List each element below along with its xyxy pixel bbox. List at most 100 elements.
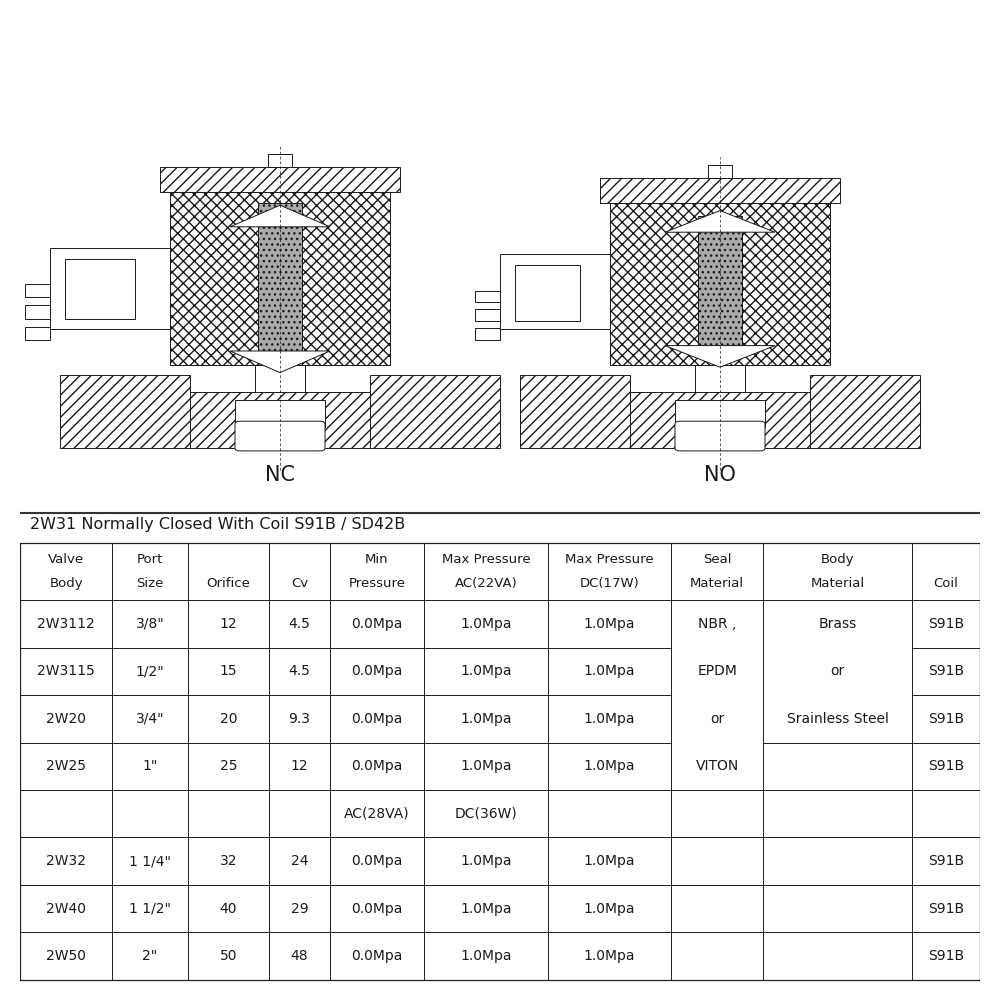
Bar — [255, 364, 305, 391]
Bar — [810, 375, 920, 448]
Bar — [330, 648, 424, 695]
Bar — [112, 600, 188, 648]
Text: S91B: S91B — [928, 902, 964, 916]
Text: Srainless Steel: Srainless Steel — [787, 712, 889, 726]
Bar — [424, 932, 548, 980]
Text: 0.0Mpa: 0.0Mpa — [351, 902, 403, 916]
Bar — [610, 202, 830, 364]
Text: 1": 1" — [142, 759, 158, 773]
Text: Valve: Valve — [48, 553, 84, 566]
Bar — [60, 402, 145, 432]
Bar — [330, 837, 424, 885]
Bar — [330, 885, 424, 932]
Bar — [20, 600, 112, 648]
Text: Pressure: Pressure — [348, 577, 405, 590]
Text: Min: Min — [365, 553, 389, 566]
Text: Cv: Cv — [291, 577, 308, 590]
Bar — [912, 648, 980, 695]
Bar — [548, 695, 671, 742]
Text: 1.0Mpa: 1.0Mpa — [584, 902, 635, 916]
Text: 1.0Mpa: 1.0Mpa — [460, 759, 512, 773]
Text: 4.5: 4.5 — [289, 617, 310, 631]
Bar — [20, 742, 112, 790]
Bar — [695, 364, 745, 391]
Bar — [424, 542, 548, 600]
Bar — [188, 600, 269, 648]
Text: S91B: S91B — [928, 664, 964, 678]
Bar — [330, 790, 424, 837]
Text: 29: 29 — [291, 902, 308, 916]
Text: 0.0Mpa: 0.0Mpa — [351, 949, 403, 963]
Text: Port: Port — [137, 553, 163, 566]
Text: DC(36W): DC(36W) — [454, 807, 517, 821]
Bar — [500, 254, 610, 329]
Bar — [548, 742, 671, 790]
Bar — [269, 648, 330, 695]
Bar — [50, 248, 170, 329]
Bar — [20, 695, 112, 742]
Bar — [424, 695, 548, 742]
Text: 24: 24 — [291, 854, 308, 868]
Text: 1.0Mpa: 1.0Mpa — [460, 664, 512, 678]
Bar — [25, 284, 50, 297]
Bar — [170, 192, 390, 364]
Text: 25: 25 — [220, 759, 237, 773]
Bar — [424, 837, 548, 885]
Text: Seal: Seal — [703, 553, 731, 566]
Bar — [671, 885, 763, 932]
Bar — [912, 837, 980, 885]
Bar — [763, 542, 912, 600]
Bar — [269, 600, 330, 648]
Text: 0.0Mpa: 0.0Mpa — [351, 617, 403, 631]
Bar — [20, 885, 112, 932]
Polygon shape — [230, 351, 330, 373]
Text: 32: 32 — [220, 854, 237, 868]
Text: or: or — [830, 664, 845, 678]
Text: Size: Size — [136, 577, 164, 590]
Bar — [912, 885, 980, 932]
Bar — [20, 837, 112, 885]
Bar — [424, 742, 548, 790]
Text: 4.5: 4.5 — [289, 664, 310, 678]
Bar — [424, 648, 548, 695]
Bar — [190, 391, 370, 448]
Bar — [112, 837, 188, 885]
Bar — [520, 402, 595, 432]
Text: 0.0Mpa: 0.0Mpa — [351, 759, 403, 773]
Text: Body: Body — [49, 577, 83, 590]
Bar — [20, 542, 980, 980]
Bar — [330, 695, 424, 742]
Text: S91B: S91B — [928, 854, 964, 868]
Text: 2W3112: 2W3112 — [37, 617, 95, 631]
Bar — [912, 542, 980, 600]
Bar — [845, 402, 920, 432]
Text: 2W31 Normally Closed With Coil S91B / SD42B: 2W31 Normally Closed With Coil S91B / SD… — [30, 518, 405, 532]
Bar — [763, 790, 912, 837]
Text: 2W40: 2W40 — [46, 902, 86, 916]
Text: Material: Material — [690, 577, 744, 590]
Bar — [269, 695, 330, 742]
Bar — [548, 837, 671, 885]
Bar — [763, 837, 912, 885]
Text: 1.0Mpa: 1.0Mpa — [460, 949, 512, 963]
Bar — [269, 542, 330, 600]
Bar — [60, 375, 190, 448]
Bar — [160, 167, 400, 192]
Text: 1.0Mpa: 1.0Mpa — [460, 617, 512, 631]
Text: S91B: S91B — [928, 712, 964, 726]
Bar — [188, 885, 269, 932]
Bar — [912, 600, 980, 648]
Bar — [268, 154, 292, 167]
Bar — [475, 328, 500, 340]
Bar — [912, 695, 980, 742]
Text: NBR ,: NBR , — [698, 617, 736, 631]
Text: EPDM: EPDM — [697, 664, 737, 678]
Text: or: or — [710, 712, 724, 726]
Text: AC(28VA): AC(28VA) — [344, 807, 410, 821]
Text: 48: 48 — [291, 949, 308, 963]
Bar — [548, 932, 671, 980]
Bar — [235, 400, 325, 427]
Bar — [698, 216, 742, 351]
Bar — [548, 885, 671, 932]
Text: AC(22VA): AC(22VA) — [454, 577, 517, 590]
